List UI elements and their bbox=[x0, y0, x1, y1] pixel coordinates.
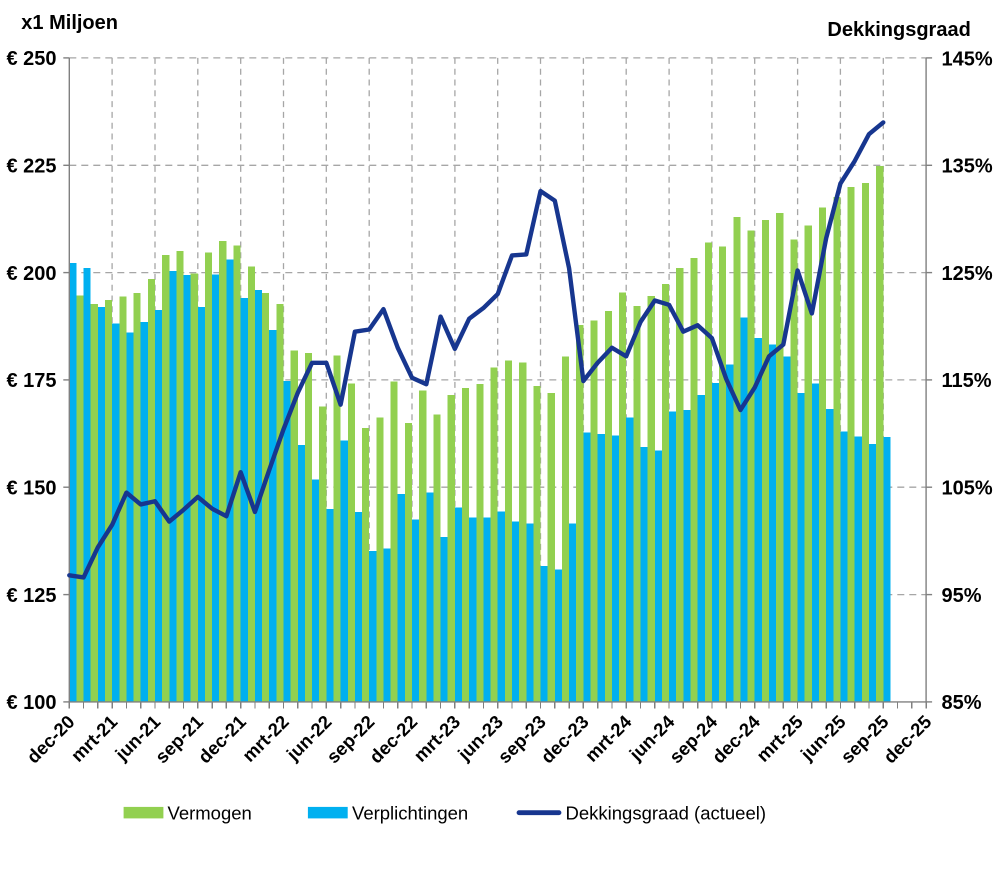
svg-text:€ 200: € 200 bbox=[7, 263, 57, 285]
svg-text:x1 Miljoen: x1 Miljoen bbox=[21, 12, 118, 34]
svg-text:Vermogen: Vermogen bbox=[168, 803, 252, 824]
svg-text:€ 125: € 125 bbox=[7, 585, 57, 607]
svg-text:125%: 125% bbox=[942, 263, 993, 285]
svg-text:115%: 115% bbox=[942, 370, 992, 392]
svg-text:95%: 95% bbox=[942, 585, 982, 607]
svg-text:135%: 135% bbox=[942, 156, 993, 178]
svg-text:105%: 105% bbox=[942, 478, 993, 500]
svg-text:85%: 85% bbox=[942, 692, 982, 714]
svg-text:145%: 145% bbox=[942, 48, 993, 70]
svg-text:Verplichtingen: Verplichtingen bbox=[352, 803, 468, 824]
svg-text:Dekkingsgraad (actueel): Dekkingsgraad (actueel) bbox=[566, 803, 767, 824]
svg-text:€ 225: € 225 bbox=[7, 156, 57, 178]
svg-text:€ 150: € 150 bbox=[7, 478, 57, 500]
svg-text:€ 250: € 250 bbox=[7, 48, 57, 70]
svg-text:€ 100: € 100 bbox=[7, 692, 57, 714]
svg-text:Dekkingsgraad: Dekkingsgraad bbox=[827, 19, 970, 41]
svg-text:€ 175: € 175 bbox=[7, 370, 57, 392]
